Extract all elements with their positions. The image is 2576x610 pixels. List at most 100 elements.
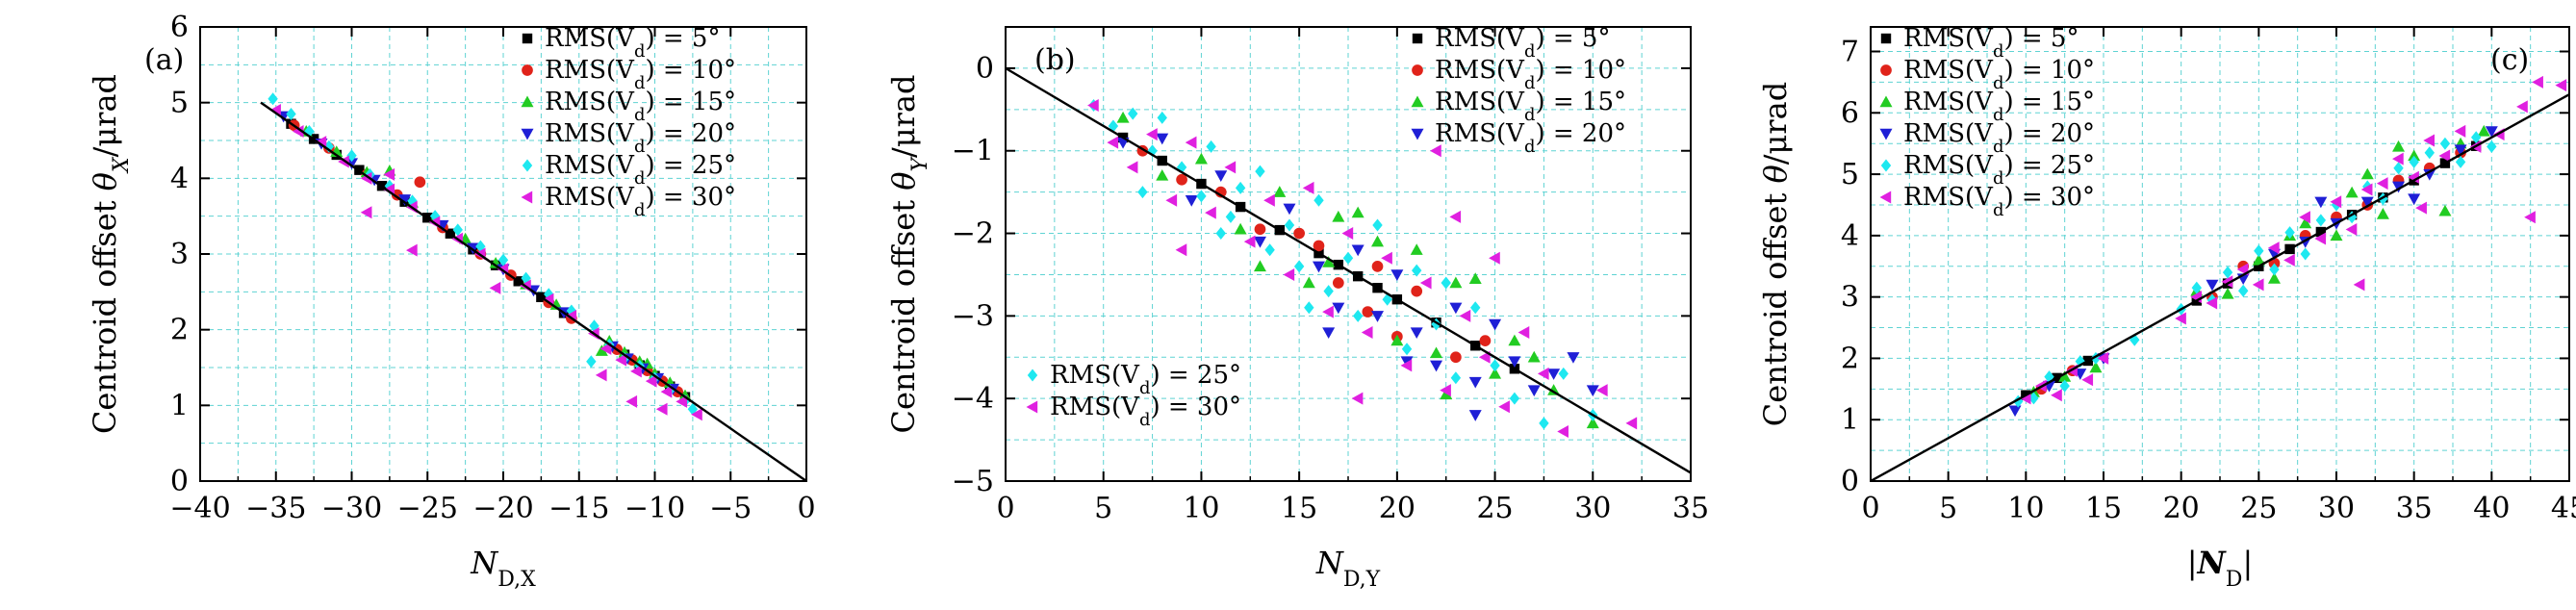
data-point xyxy=(1313,240,1325,252)
data-point xyxy=(1381,251,1392,265)
data-point xyxy=(1362,306,1374,318)
legend-label: RMS(Vd) = 5° xyxy=(1903,24,2079,62)
y-tick-label: 1 xyxy=(170,389,189,422)
legend-marker xyxy=(521,191,533,204)
data-point xyxy=(1157,111,1167,124)
legend: RMS(Vd) = 5°RMS(Vd) = 10°RMS(Vd) = 15°RM… xyxy=(1411,24,1626,157)
data-point xyxy=(1390,269,1404,281)
data-point xyxy=(2330,229,2343,241)
data-point xyxy=(2423,134,2435,147)
data-point xyxy=(1273,186,1287,197)
x-tick-label: 35 xyxy=(1672,492,1709,525)
x-tick-label: −20 xyxy=(472,492,533,525)
data-point xyxy=(1430,346,1443,359)
data-point xyxy=(2360,196,2374,209)
data-point xyxy=(1087,99,1099,113)
x-tick-label: 25 xyxy=(1476,492,1513,525)
data-point xyxy=(268,92,278,106)
data-point xyxy=(1332,210,1345,222)
y-tick-label: 4 xyxy=(170,162,189,195)
data-point xyxy=(2353,278,2365,292)
fit-line xyxy=(1006,66,1691,474)
data-point xyxy=(586,355,597,369)
y-tick-label: 0 xyxy=(976,52,994,86)
data-point xyxy=(497,253,509,267)
data-point xyxy=(1412,264,1422,277)
x-tick-label: 20 xyxy=(1379,492,1416,525)
data-point xyxy=(1527,385,1541,397)
data-point xyxy=(338,155,349,168)
fit-line xyxy=(260,101,806,481)
y-tick-label: 2 xyxy=(1841,342,1859,375)
data-point xyxy=(2081,373,2094,387)
legend-marker xyxy=(1880,64,1892,76)
data-point xyxy=(1537,367,1549,380)
x-tick-label: 10 xyxy=(1183,492,1219,525)
legend-marker xyxy=(1879,191,1892,204)
data-point xyxy=(2345,222,2358,236)
grid xyxy=(1871,27,2569,481)
data-point xyxy=(2206,279,2219,292)
x-tick-label: −40 xyxy=(169,492,230,525)
data-point xyxy=(1107,136,1119,149)
x-tick-label: 15 xyxy=(1281,492,1317,525)
data-point xyxy=(660,385,673,398)
legend-label: RMS(Vd) = 20° xyxy=(1435,119,1626,157)
data-point xyxy=(1372,218,1383,232)
data-point xyxy=(1567,352,1580,364)
data-point xyxy=(625,394,638,408)
data-point xyxy=(1176,173,1187,186)
data-point xyxy=(2051,389,2062,402)
y-tick-label: 3 xyxy=(1841,281,1859,315)
data-point xyxy=(595,369,607,382)
data-point xyxy=(1625,417,1638,430)
ticks: −40 −35 −30 −25 −20 −15 −10 −5 0 0 1 2 3 4 5 6 xyxy=(169,11,815,525)
legend-marker xyxy=(1880,159,1892,172)
data-point xyxy=(2471,131,2482,144)
data-point xyxy=(1293,227,1305,240)
x-tick-label: −10 xyxy=(625,492,685,525)
data-point xyxy=(1323,285,1334,298)
legend-marker xyxy=(1411,95,1424,108)
data-point xyxy=(1283,267,1295,281)
data-point xyxy=(1128,107,1138,120)
data-point xyxy=(1283,203,1296,216)
data-point xyxy=(2393,162,2404,175)
y-tick-label: 3 xyxy=(170,238,189,271)
data-point xyxy=(2376,208,2389,219)
data-point xyxy=(1194,152,1208,165)
data-point xyxy=(2455,155,2466,168)
data-point xyxy=(1322,327,1336,340)
data-point xyxy=(2555,79,2567,92)
data-point xyxy=(2345,186,2359,198)
x-tick-label: 35 xyxy=(2396,492,2433,525)
legend-marker xyxy=(521,128,534,140)
data-point xyxy=(1479,335,1492,346)
data-point xyxy=(2175,312,2186,325)
x-tick-label: 20 xyxy=(2163,492,2200,525)
data-point xyxy=(1382,292,1392,306)
data-point xyxy=(1558,367,1569,380)
data-point xyxy=(2267,241,2280,255)
data-point xyxy=(1518,326,1530,340)
data-point xyxy=(2013,394,2024,408)
data-point xyxy=(2254,244,2264,258)
data-point xyxy=(1205,206,1216,219)
fit-line xyxy=(1871,93,2569,481)
data-point xyxy=(691,408,702,421)
data-point xyxy=(2221,287,2234,299)
legend-label: RMS(Vd) = 5° xyxy=(1435,24,1610,62)
data-point xyxy=(2283,253,2295,267)
panel-a: −40 −35 −30 −25 −20 −15 −10 −5 0 0 1 2 3 4 5 6 ND,X Centr… xyxy=(87,11,816,592)
legend-marker xyxy=(1879,128,1893,140)
data-point xyxy=(2524,211,2536,224)
data-point xyxy=(1302,276,1315,289)
legend-label: RMS(Vd) = 25° xyxy=(545,151,736,189)
data-point xyxy=(2423,168,2436,181)
data-point xyxy=(2415,201,2427,215)
y-tick-label: −5 xyxy=(952,465,994,498)
x-tick-label: 0 xyxy=(996,492,1014,525)
data-point xyxy=(1410,327,1423,340)
data-point xyxy=(406,243,418,257)
